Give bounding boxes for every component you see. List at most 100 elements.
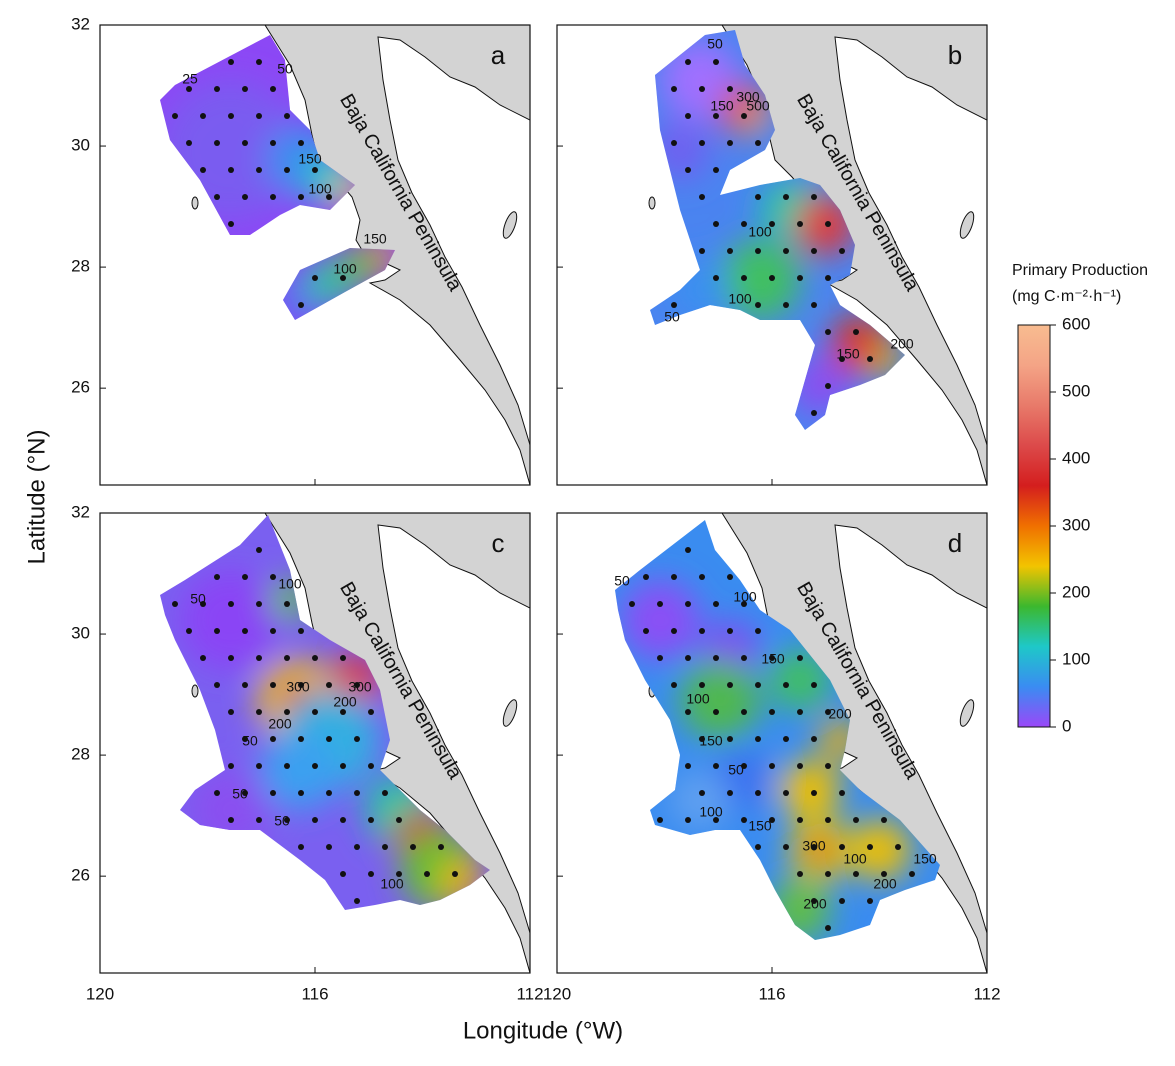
station [727, 736, 733, 742]
x-tick-label: 120 [86, 984, 114, 1003]
station [699, 140, 705, 146]
station [242, 628, 248, 634]
colorbar-tick-label: 200 [1062, 582, 1090, 601]
station [671, 140, 677, 146]
contour-label: 200 [803, 896, 827, 912]
colorbar-tick-label: 400 [1062, 448, 1090, 467]
station [713, 221, 719, 227]
station [326, 844, 332, 850]
station [452, 871, 458, 877]
station [298, 628, 304, 634]
contour-label: 100 [686, 691, 710, 707]
station [270, 790, 276, 796]
station [643, 574, 649, 580]
y-tick-label: 28 [71, 745, 90, 764]
contour-label: 150 [836, 346, 860, 362]
island [648, 196, 656, 210]
station [727, 790, 733, 796]
island [959, 211, 975, 239]
station [853, 871, 859, 877]
station [825, 871, 831, 877]
station [867, 898, 873, 904]
x-tick-label: 120 [543, 984, 571, 1003]
station [326, 682, 332, 688]
station [727, 574, 733, 580]
contour-label: 200 [873, 876, 897, 892]
station [825, 383, 831, 389]
panel-letter: b [948, 40, 962, 70]
station [741, 709, 747, 715]
station [797, 709, 803, 715]
station [228, 709, 234, 715]
station [685, 709, 691, 715]
station [853, 329, 859, 335]
station [410, 844, 416, 850]
panel-letter: c [492, 528, 505, 558]
station [242, 790, 248, 796]
station [783, 248, 789, 254]
contour-label: 100 [333, 261, 357, 277]
station [685, 601, 691, 607]
station [354, 790, 360, 796]
station [671, 86, 677, 92]
station [256, 113, 262, 119]
station [186, 140, 192, 146]
station [256, 709, 262, 715]
station [312, 167, 318, 173]
station [256, 59, 262, 65]
station [270, 86, 276, 92]
station [769, 763, 775, 769]
station [797, 817, 803, 823]
station [839, 790, 845, 796]
coastline [648, 513, 987, 973]
contour-label: 150 [761, 651, 785, 667]
station [699, 682, 705, 688]
station [769, 221, 775, 227]
island [502, 699, 518, 727]
station [755, 194, 761, 200]
station [811, 682, 817, 688]
station [825, 275, 831, 281]
station [354, 682, 360, 688]
station [340, 655, 346, 661]
station [312, 709, 318, 715]
station [811, 410, 817, 416]
contour-label: 50 [707, 36, 723, 52]
station [741, 275, 747, 281]
station [256, 167, 262, 173]
station [284, 817, 290, 823]
station [713, 167, 719, 173]
station [769, 275, 775, 281]
station [382, 790, 388, 796]
station [340, 275, 346, 281]
contour-label: 100 [728, 291, 752, 307]
station [755, 248, 761, 254]
station [172, 113, 178, 119]
island [502, 211, 518, 239]
station [825, 763, 831, 769]
contour-label: 100 [278, 576, 302, 592]
contour-label: 150 [748, 818, 772, 834]
station [755, 844, 761, 850]
station [629, 601, 635, 607]
y-tick-label: 30 [71, 624, 90, 643]
station [200, 601, 206, 607]
contour-label: 300 [348, 679, 372, 695]
contour-label: 50 [190, 591, 206, 607]
contour-label: 200 [333, 694, 357, 710]
coastline [648, 25, 987, 485]
station [825, 817, 831, 823]
station [368, 871, 374, 877]
station [228, 601, 234, 607]
station [699, 736, 705, 742]
station [881, 871, 887, 877]
station [298, 194, 304, 200]
map-panel: 50 100 150 100 150 200 50 100 150 300 100 200 150 200… [557, 513, 987, 973]
station [755, 790, 761, 796]
gulf [834, 36, 987, 446]
station [312, 763, 318, 769]
station [909, 871, 915, 877]
station [368, 817, 374, 823]
station [396, 871, 402, 877]
